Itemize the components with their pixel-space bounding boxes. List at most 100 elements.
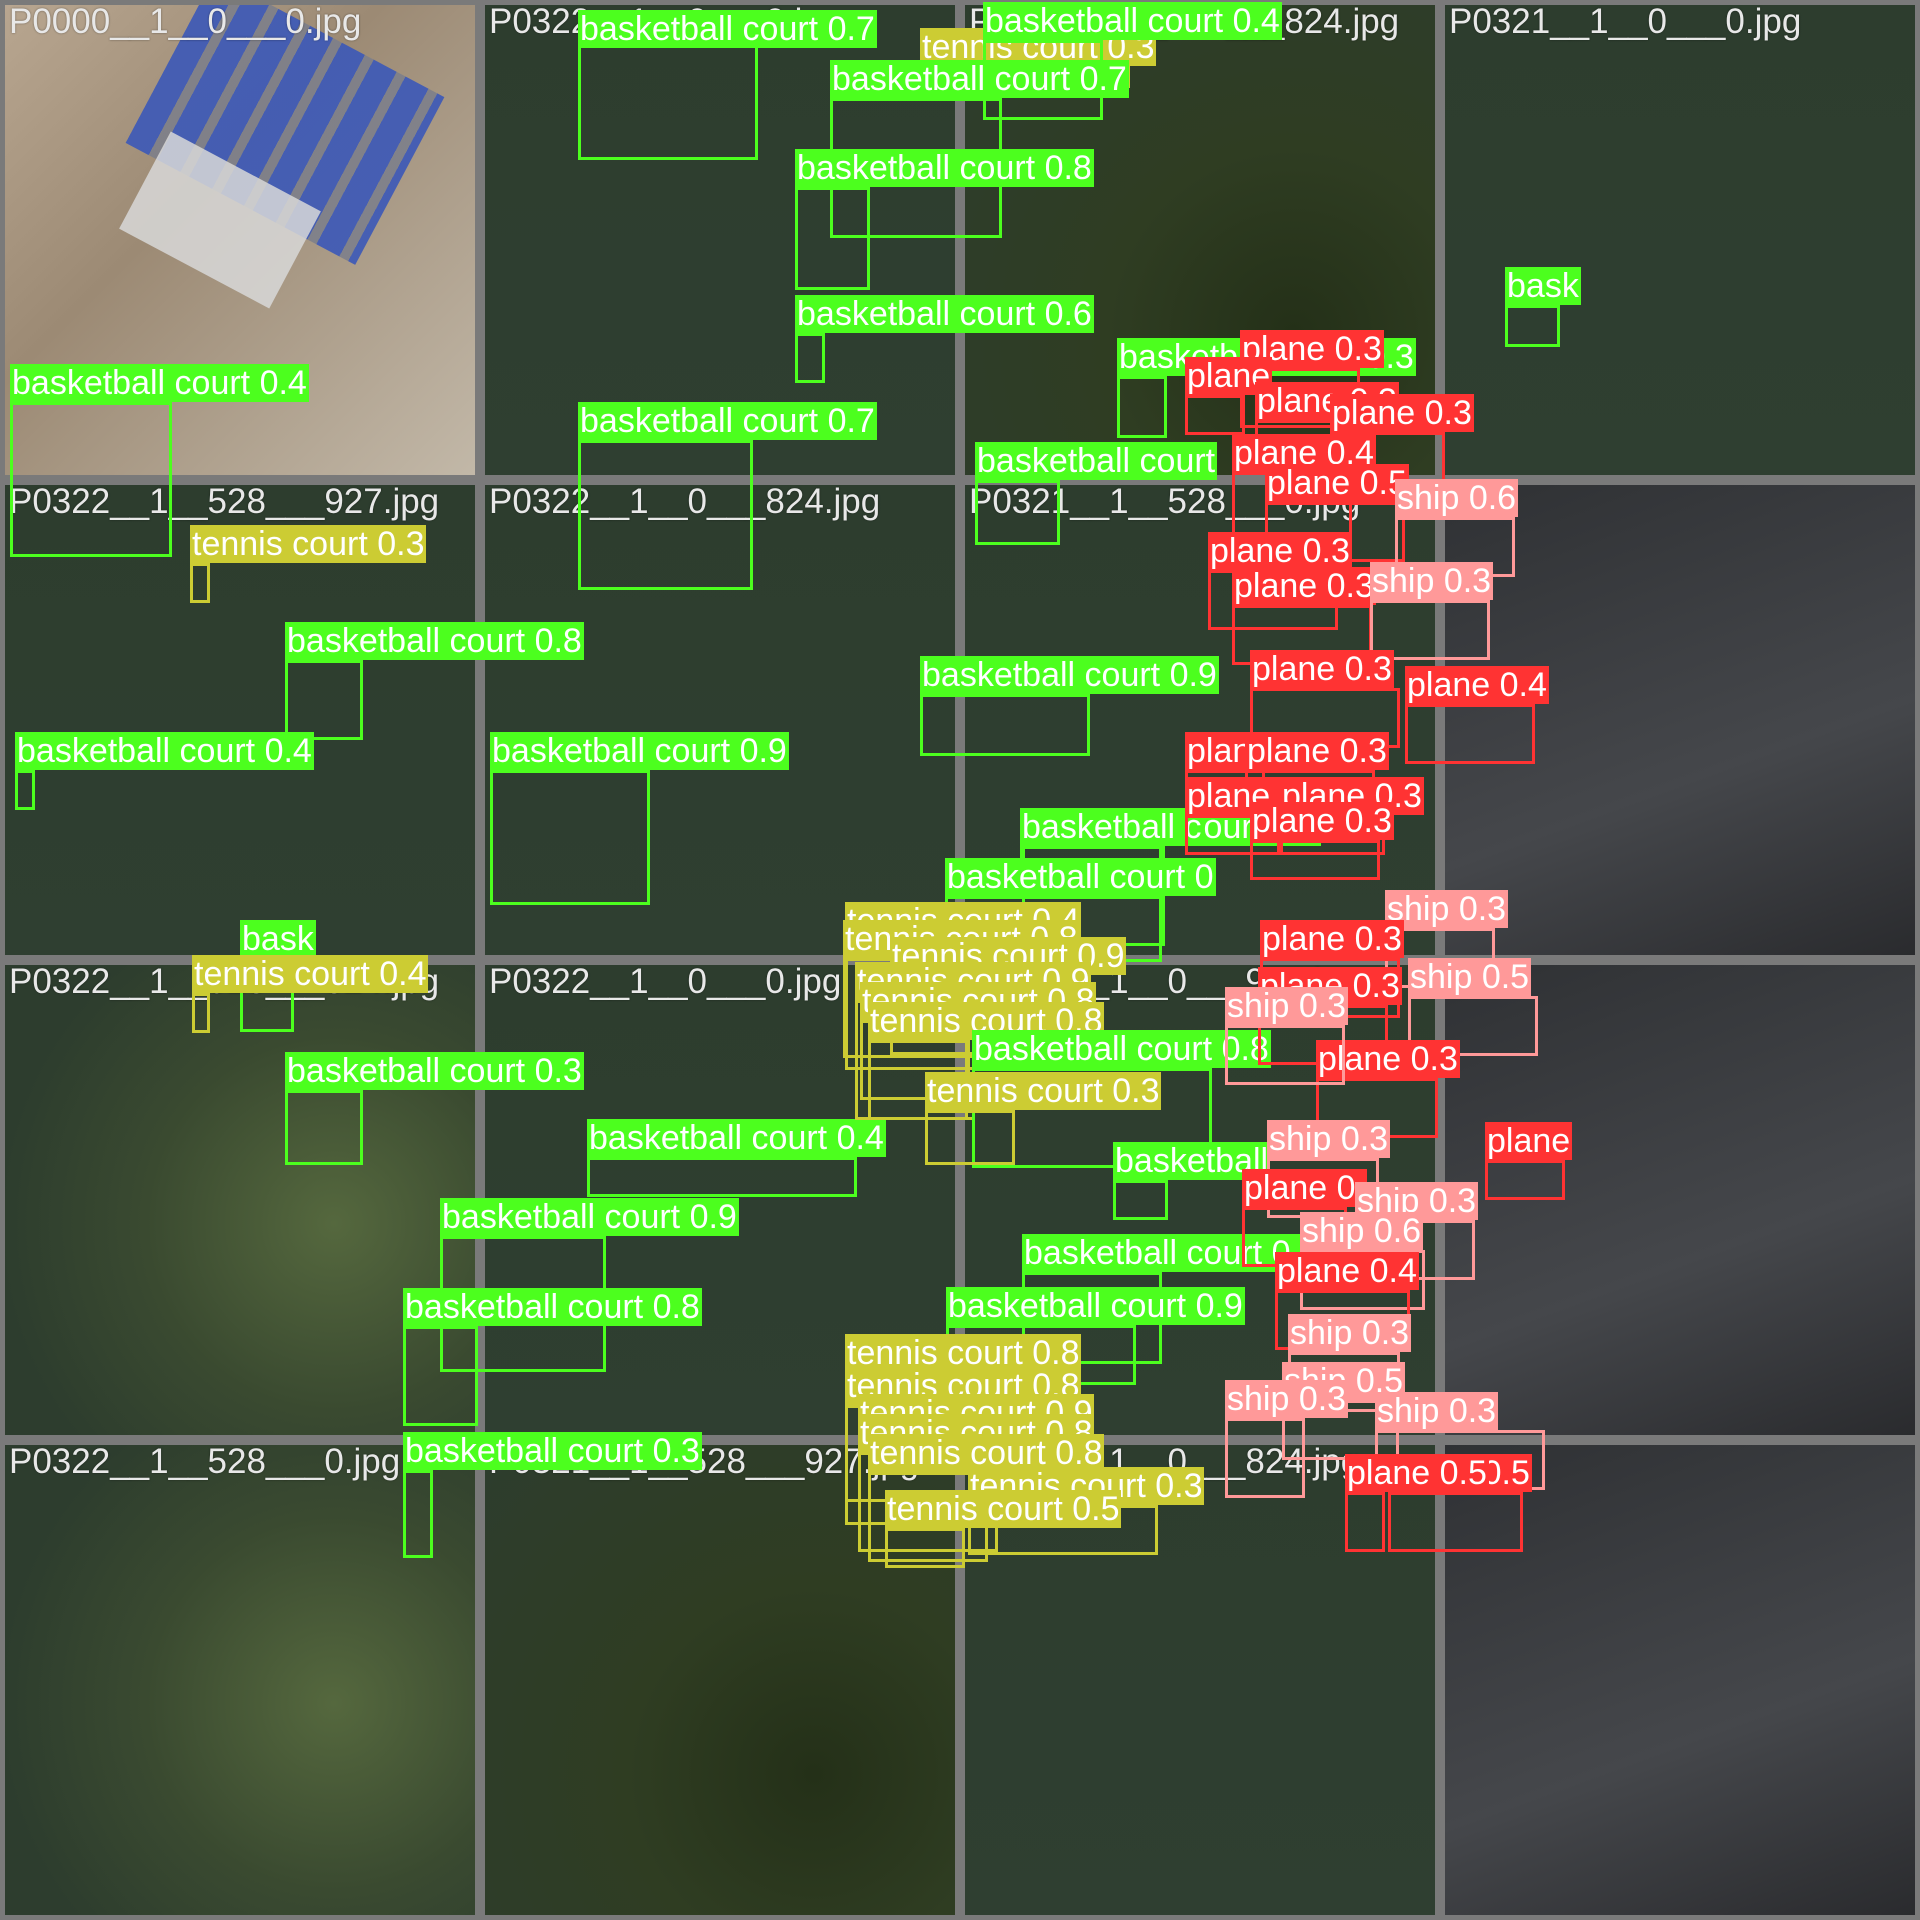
- detection-label: basketball court 0.9: [946, 1287, 1245, 1325]
- tile-filename: P0000__1__0___0.jpg: [9, 2, 362, 41]
- detection-box: [795, 187, 870, 290]
- detection-label: plane 0.4: [1405, 666, 1549, 704]
- detection-box: [15, 770, 35, 810]
- detection-label: tennis court 0.8: [845, 1334, 1082, 1372]
- tile-filename: P0321__1__0___0.jpg: [1449, 2, 1802, 41]
- detection-box: [1225, 1418, 1305, 1498]
- detection-label: basketball court 0.8: [285, 622, 584, 660]
- detection-label: basketball court 0.9: [440, 1198, 739, 1236]
- detection-box: [1370, 600, 1490, 660]
- detection-label: basketball court 0.4: [983, 2, 1282, 40]
- detection-label: basketball court 0.7: [578, 402, 877, 440]
- detection-box: [885, 1528, 965, 1568]
- detection-label: ship 0.3: [1288, 1314, 1412, 1352]
- detection-label: plane 0.4: [1275, 1252, 1419, 1290]
- detection-box: [1185, 395, 1245, 435]
- detection-label: plane 0.3: [1250, 650, 1394, 688]
- detection-label: ship 0.3: [1225, 987, 1349, 1025]
- detection-box: [920, 694, 1090, 756]
- detection-label: plane 0.3: [1232, 567, 1376, 605]
- mosaic-tile: P0321__1__528___927.jpg: [480, 1440, 960, 1920]
- detection-label: basketball court 0.7: [830, 60, 1129, 98]
- detection-label: basketball court 0.9: [920, 656, 1219, 694]
- detection-box: [192, 993, 210, 1033]
- detection-box: [1408, 996, 1538, 1056]
- detection-box: [1225, 1025, 1345, 1085]
- detection-label: ship 0.3: [1370, 562, 1494, 600]
- detection-box: [285, 660, 363, 740]
- detection-box: [578, 440, 753, 590]
- detection-box: [490, 770, 650, 905]
- detection-label: basketball court 0.9: [490, 732, 789, 770]
- detection-label: bask: [1505, 267, 1581, 305]
- detection-box: [10, 402, 172, 557]
- mosaic-tile: P0322__1__0___824.jpg: [480, 480, 960, 960]
- mosaic-tile: P0322__1__528___824.jpg: [0, 960, 480, 1440]
- detection-label: ship 0.6: [1395, 479, 1519, 517]
- detection-label: basketball court 0.8: [795, 149, 1094, 187]
- detection-box: [285, 1090, 363, 1165]
- detection-box: [1345, 1492, 1385, 1552]
- detection-box: [1405, 704, 1535, 764]
- detection-label: basketball court 0.3: [403, 1432, 702, 1470]
- tile-filename: P0322__1__528___927.jpg: [9, 482, 440, 521]
- detection-label: basketball court 0.4: [15, 732, 314, 770]
- detection-label: plane: [1485, 1122, 1573, 1160]
- detection-label: ship 0.3: [1225, 1380, 1349, 1418]
- detection-label: ship 0.3: [1375, 1392, 1499, 1430]
- tile-filename: P0322__1__528___0.jpg: [9, 1442, 401, 1481]
- detection-label: plane 0.3: [1250, 802, 1394, 840]
- detection-box: [1113, 1180, 1168, 1220]
- detection-label: plane 0.: [1242, 1169, 1367, 1207]
- detection-label: basketball court 0.8: [972, 1030, 1271, 1068]
- detection-label: ship 0.6: [1300, 1212, 1424, 1250]
- detection-label: plane 0.3: [1260, 920, 1404, 958]
- mosaic-tile: [1440, 480, 1920, 960]
- detection-box: [190, 563, 210, 603]
- detection-box: [1505, 305, 1560, 347]
- detection-label: basketball court 0.4: [10, 364, 309, 402]
- detection-label: basketball court 0: [945, 858, 1216, 896]
- detection-label: tennis court 0.3: [925, 1072, 1162, 1110]
- detection-label: basketball court: [975, 442, 1218, 480]
- detection-label: bask: [240, 920, 316, 958]
- detection-label: plane 0.3: [1330, 394, 1474, 432]
- detection-box: [1485, 1160, 1565, 1200]
- detection-box: [795, 333, 825, 383]
- detection-label: basketball court 0.3: [285, 1052, 584, 1090]
- detection-label: ship 0.5: [1408, 958, 1532, 996]
- detection-box: [403, 1470, 433, 1558]
- detection-label: basketball court 0.6: [795, 295, 1094, 333]
- detection-label: basketball court 0.7: [578, 10, 877, 48]
- tile-filename: P0322__1__0___824.jpg: [489, 482, 881, 521]
- detection-box: [972, 1068, 1212, 1168]
- detection-box: [587, 1157, 857, 1197]
- detection-label: ship 0.3: [1385, 890, 1509, 928]
- detection-label: basketball c: [1020, 808, 1204, 846]
- mosaic-tile: P0322__1__528___0.jpg: [0, 1440, 480, 1920]
- detection-label: plane 0.3: [1208, 532, 1352, 570]
- detection-label: basketball court 0.: [1022, 1234, 1302, 1272]
- detection-box: [1250, 840, 1380, 880]
- detection-box: [1388, 1492, 1523, 1552]
- detection-label: plane 0.5: [1345, 1454, 1489, 1492]
- detection-box: [1117, 376, 1167, 438]
- detection-label: ship 0.3: [1267, 1120, 1391, 1158]
- detection-label: plane: [1185, 357, 1273, 395]
- mosaic-tile: P0321__1__0___0.jpg: [1440, 0, 1920, 480]
- detection-label: plane 0.3: [1316, 1040, 1460, 1078]
- detection-label: plane 0.3: [1245, 732, 1389, 770]
- mosaic-tile: [1440, 960, 1920, 1440]
- detection-label: basketball court 0.4: [587, 1119, 886, 1157]
- detection-label: tennis court 0.3: [190, 525, 427, 563]
- detection-label: tennis court 0.8: [868, 1434, 1105, 1472]
- detection-label: tennis court 0.5: [885, 1490, 1122, 1528]
- detection-box: [925, 1110, 1015, 1165]
- detection-label: tennis court 0.4: [192, 955, 429, 993]
- detection-box: [403, 1326, 478, 1426]
- detection-label: basketball court 0.8: [403, 1288, 702, 1326]
- detection-box: [975, 480, 1060, 545]
- tile-filename: P0322__1__0___0.jpg: [489, 962, 842, 1001]
- detection-label: plane 0.5: [1265, 464, 1409, 502]
